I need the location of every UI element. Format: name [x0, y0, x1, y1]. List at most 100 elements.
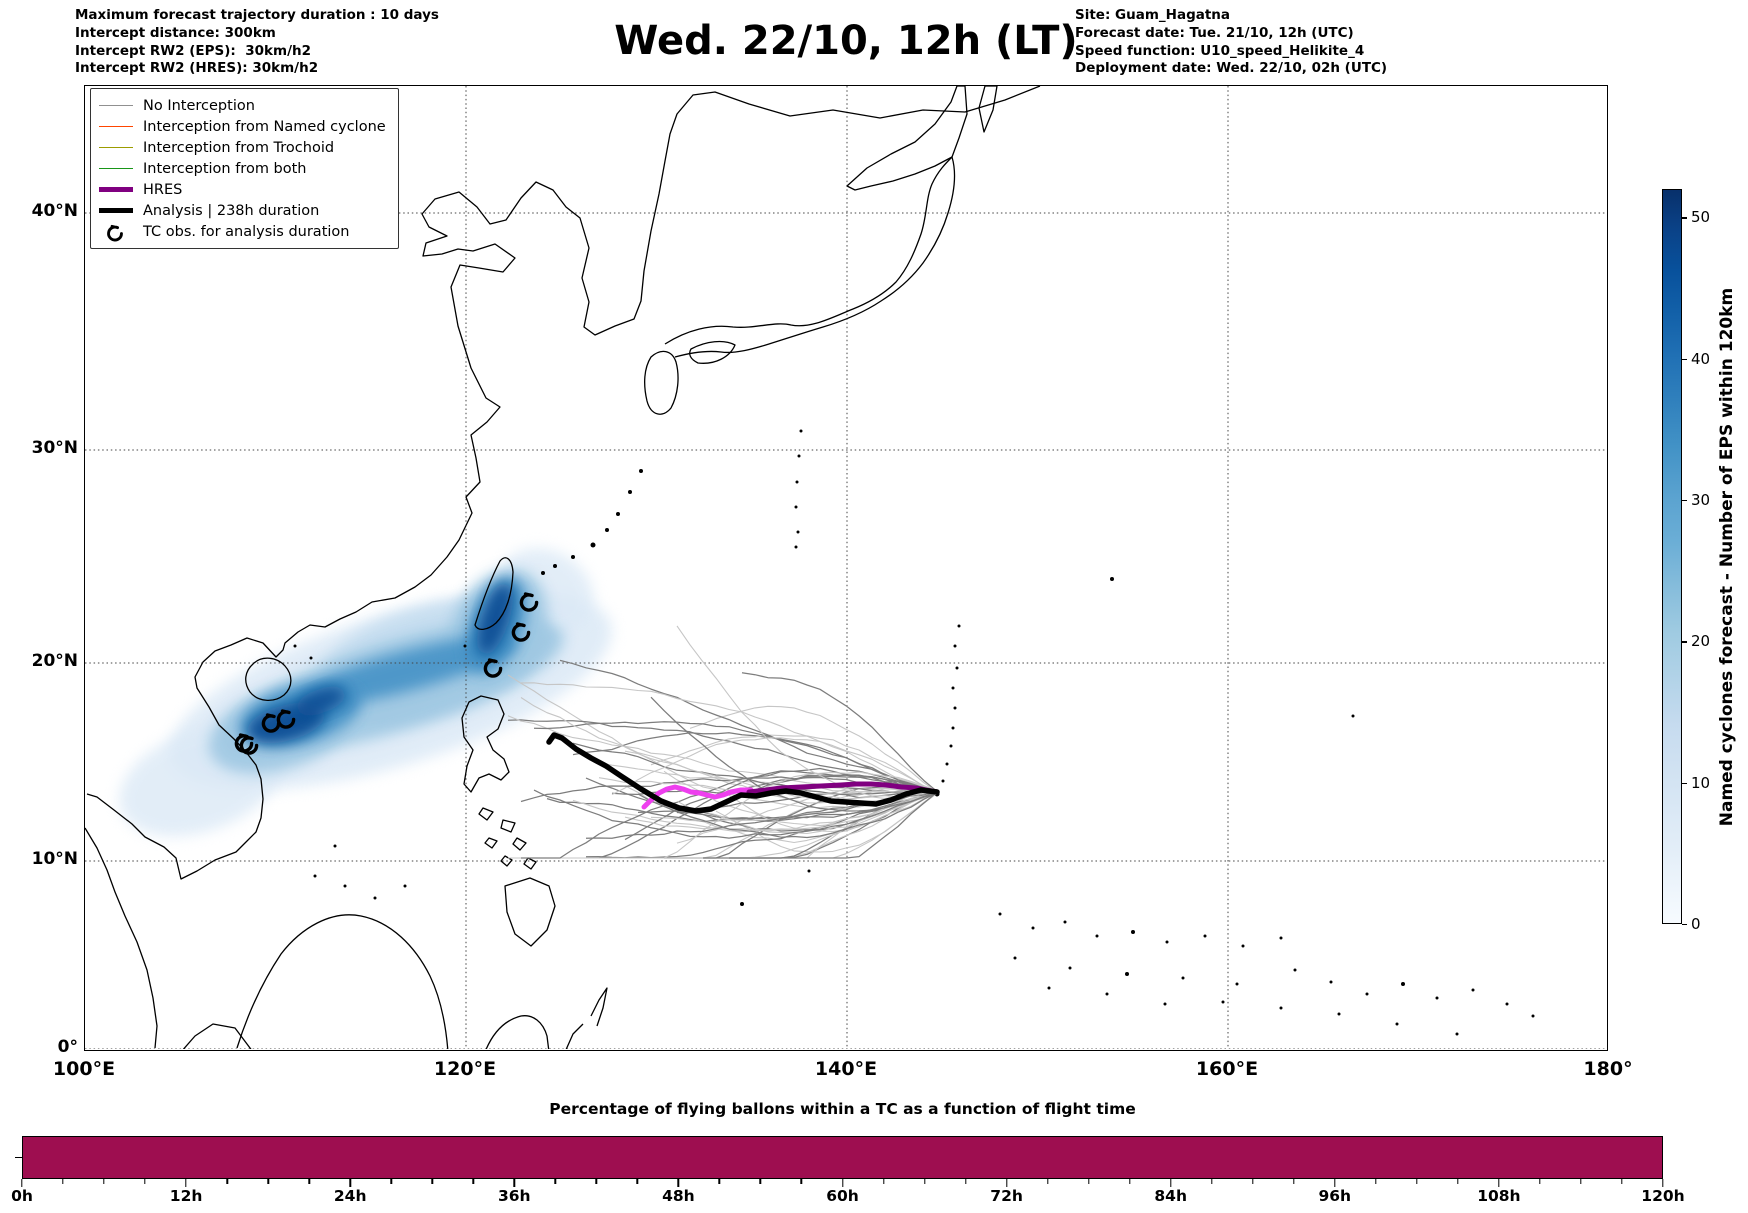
island-dot [799, 429, 803, 433]
bottom-minor-tick [472, 1179, 474, 1184]
island-dot [1241, 944, 1245, 948]
tc-cyclone-icon [261, 713, 281, 733]
lon-label: 100°E [52, 1058, 116, 1080]
ensemble-trajectory [637, 792, 938, 839]
island-dot [1395, 1022, 1399, 1026]
bottom-tick-label: 96h [1318, 1187, 1352, 1205]
island-dot [740, 902, 744, 906]
bottom-tick-label: 24h [333, 1187, 367, 1205]
ensemble-trajectory [650, 734, 938, 792]
island-dot [1047, 986, 1051, 990]
bottom-chart-title: Percentage of flying ballons within a TC… [549, 1100, 1136, 1118]
island-dot [797, 454, 801, 458]
colorbar [1662, 189, 1682, 924]
bottom-minor-tick [144, 1179, 146, 1184]
island-dot [1110, 577, 1114, 581]
bottom-minor-tick [267, 1179, 269, 1184]
island-dot [1435, 996, 1439, 1000]
header-left-params: Maximum forecast trajectory duration : 1… [75, 7, 439, 77]
tc-cyclone-icon [107, 224, 123, 241]
key-trajectories [546, 732, 940, 814]
bottom-tick-label: 72h [990, 1187, 1023, 1205]
legend-line [99, 147, 133, 148]
legend-item: No Interception [99, 95, 386, 116]
ensemble-trajectory [585, 790, 938, 859]
legend-item-label: TC obs. for analysis duration [143, 223, 350, 240]
colorbar-tick-label: 50 [1691, 208, 1711, 227]
ensemble-trajectories [507, 625, 938, 859]
island-dot [1329, 980, 1333, 984]
legend-item: HRES [99, 179, 386, 200]
header-right-params: Site: Guam_Hagatna Forecast date: Tue. 2… [1075, 7, 1388, 77]
island-dot [998, 912, 1002, 916]
island-dot [953, 644, 957, 648]
island-dot [807, 869, 811, 873]
lat-label: 40°N [31, 201, 78, 221]
island-dot [1163, 1002, 1167, 1006]
bottom-minor-tick [62, 1179, 64, 1184]
island-dot [1095, 934, 1099, 938]
legend-line-swatch [99, 208, 133, 213]
lon-label: 160°E [1195, 1058, 1259, 1080]
colorbar-tick-label: 40 [1691, 349, 1711, 368]
ensemble-trajectory [650, 696, 938, 812]
island-dot [343, 884, 347, 888]
legend-item: Interception from Named cyclone [99, 116, 386, 137]
island-dot [1471, 988, 1475, 992]
bottom-minor-tick [1211, 1179, 1213, 1184]
ensemble-trajectory [689, 705, 938, 793]
bottom-minor-tick [923, 1179, 926, 1184]
lon-label: 180° [1583, 1058, 1633, 1080]
island-dot [1279, 936, 1283, 940]
island-dot [1401, 982, 1405, 986]
tc-cyclone-icon [511, 622, 531, 642]
ensemble-trajectory [728, 789, 938, 833]
legend-line [99, 126, 133, 127]
bottom-tick-label: 36h [497, 1187, 531, 1205]
legend-item-label: Interception from Trochoid [143, 139, 335, 156]
colorbar-gradient [1663, 190, 1681, 923]
lat-label: 20°N [31, 651, 78, 671]
legend-line-swatch [99, 168, 133, 169]
legend-item-label: Interception from both [143, 160, 307, 177]
island-dot [628, 490, 632, 494]
bottom-major-tick [1005, 1179, 1008, 1187]
bottom-chart-ytick [15, 1157, 22, 1159]
island-dot [1279, 1006, 1283, 1010]
island-dot [1013, 956, 1017, 960]
island-dot [590, 542, 596, 548]
bottom-minor-tick [1293, 1179, 1295, 1184]
bottom-minor-tick [308, 1179, 310, 1184]
bottom-minor-tick [1046, 1179, 1049, 1184]
bottom-tick-label: 84h [1154, 1187, 1187, 1205]
bottom-tick-label: 0h [11, 1187, 33, 1205]
bottom-minor-tick [1252, 1179, 1254, 1184]
legend-item-label: No Interception [143, 97, 255, 114]
island-dot [1455, 1032, 1459, 1036]
island-dot [1235, 982, 1239, 986]
colorbar-tick-mark [1682, 924, 1687, 926]
bottom-major-tick [349, 1179, 351, 1187]
island-dot [1031, 926, 1035, 930]
colorbar-tick-mark [1682, 499, 1687, 502]
bottom-minor-tick [1457, 1179, 1459, 1184]
bottom-minor-tick [1580, 1179, 1582, 1184]
map-legend: No Interception Interception from Named c… [90, 88, 399, 249]
island-dot [1125, 972, 1129, 976]
ensemble-trajectory [676, 791, 938, 820]
island-dot [957, 624, 961, 628]
lon-label: 140°E [814, 1058, 878, 1080]
coastline-path [664, 156, 956, 358]
island-dot [313, 874, 317, 878]
island-dot [1203, 934, 1207, 938]
bottom-tick-label: 48h [662, 1187, 695, 1205]
bottom-tick-label: 108h [1477, 1187, 1521, 1205]
flight-time-bar [22, 1136, 1663, 1179]
bottom-tick-label: 12h [169, 1187, 203, 1205]
eps-density-shading [119, 548, 613, 837]
colorbar-tick-mark [1682, 358, 1687, 360]
island-dot [1063, 920, 1067, 924]
ensemble-trajectory [741, 672, 938, 792]
ensemble-trajectory [612, 771, 938, 859]
